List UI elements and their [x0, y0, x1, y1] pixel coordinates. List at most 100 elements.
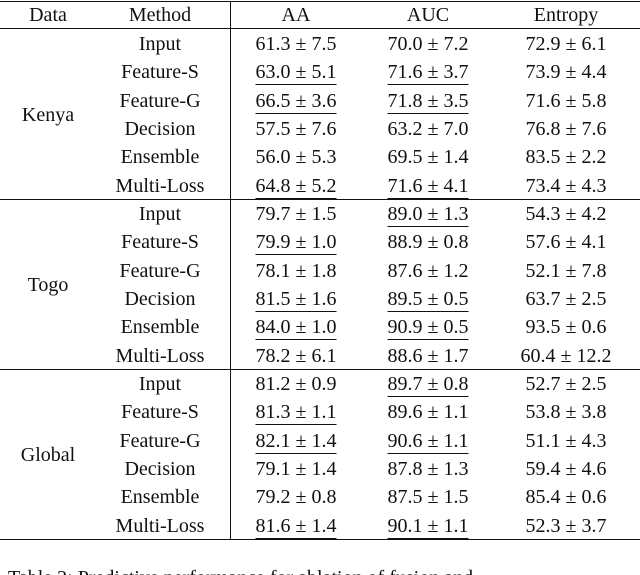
- auc-cell: 87.5 ± 1.5: [388, 487, 469, 507]
- auc-cell: 71.8 ± 3.5: [387, 89, 469, 114]
- method-cell-text: Feature-G: [119, 89, 201, 112]
- aa-cell: 78.2 ± 6.1: [256, 346, 337, 366]
- method-cell: Feature-G: [119, 91, 200, 111]
- entropy-cell: 76.8 ± 7.6: [526, 119, 607, 139]
- column-header-text: AUC: [406, 4, 450, 26]
- method-cell-text: Input: [138, 33, 182, 56]
- auc-cell-text: 88.9 ± 0.8: [387, 231, 469, 254]
- data-label-text: Global: [20, 443, 76, 466]
- auc-cell: 87.8 ± 1.3: [388, 459, 469, 479]
- auc-cell-text: 89.7 ± 0.8: [387, 373, 469, 398]
- column-header: Entropy: [534, 5, 598, 25]
- aa-cell: 78.1 ± 1.8: [256, 261, 337, 281]
- auc-cell-text: 90.6 ± 1.1: [387, 429, 469, 454]
- aa-cell-text: 79.2 ± 0.8: [255, 486, 337, 509]
- entropy-cell-text: 57.6 ± 4.1: [525, 231, 607, 254]
- aa-cell-text: 78.1 ± 1.8: [255, 259, 337, 282]
- aa-cell-text: 78.2 ± 6.1: [255, 344, 337, 367]
- aa-cell: 66.5 ± 3.6: [255, 89, 337, 114]
- aa-cell-text: 66.5 ± 3.6: [255, 89, 337, 114]
- method-cell: Decision: [124, 459, 195, 479]
- method-cell-text: Input: [138, 373, 182, 396]
- column-header: AUC: [407, 5, 449, 25]
- method-cell-text: Decision: [124, 288, 196, 311]
- entropy-cell-text: 59.4 ± 4.6: [525, 458, 607, 481]
- data-label-text: Togo: [27, 273, 69, 296]
- aa-cell-text: 82.1 ± 1.4: [255, 429, 337, 454]
- entropy-cell: 54.3 ± 4.2: [526, 204, 607, 224]
- aa-cell-text: 63.0 ± 5.1: [255, 61, 337, 86]
- method-cell: Feature-S: [121, 62, 199, 82]
- aa-cell-text: 79.7 ± 1.5: [255, 203, 337, 226]
- auc-cell-text: 88.6 ± 1.7: [387, 344, 469, 367]
- entropy-cell-text: 53.8 ± 3.8: [525, 401, 607, 424]
- entropy-cell: 85.4 ± 0.6: [526, 487, 607, 507]
- aa-cell-text: 56.0 ± 5.3: [255, 146, 337, 169]
- entropy-cell: 73.9 ± 4.4: [526, 62, 607, 82]
- entropy-cell-text: 93.5 ± 0.6: [525, 316, 607, 339]
- aa-cell: 57.5 ± 7.6: [256, 119, 337, 139]
- aa-cell-text: 81.6 ± 1.4: [255, 514, 337, 539]
- group-rule: [0, 199, 640, 200]
- method-cell: Multi-Loss: [116, 346, 205, 366]
- data-label: Togo: [28, 275, 69, 295]
- entropy-cell-text: 52.7 ± 2.5: [525, 373, 607, 396]
- entropy-cell: 52.3 ± 3.7: [526, 516, 607, 536]
- aa-cell-text: 64.8 ± 5.2: [255, 174, 337, 199]
- entropy-cell-text: 73.9 ± 4.4: [525, 61, 607, 84]
- entropy-cell: 53.8 ± 3.8: [526, 402, 607, 422]
- entropy-cell-text: 76.8 ± 7.6: [525, 118, 607, 141]
- auc-cell: 89.6 ± 1.1: [388, 402, 469, 422]
- auc-cell-text: 71.6 ± 3.7: [387, 61, 469, 86]
- auc-cell-text: 87.5 ± 1.5: [387, 486, 469, 509]
- entropy-cell-text: 60.4 ± 12.2: [520, 344, 612, 367]
- method-cell: Feature-S: [121, 402, 199, 422]
- method-cell: Ensemble: [121, 487, 200, 507]
- entropy-cell: 59.4 ± 4.6: [526, 459, 607, 479]
- entropy-cell-text: 73.4 ± 4.3: [525, 174, 607, 197]
- aa-cell: 56.0 ± 5.3: [256, 147, 337, 167]
- auc-cell: 87.6 ± 1.2: [388, 261, 469, 281]
- method-cell: Decision: [124, 119, 195, 139]
- auc-cell-text: 71.8 ± 3.5: [387, 89, 469, 114]
- aa-cell: 61.3 ± 7.5: [256, 34, 337, 54]
- aa-cell-text: 57.5 ± 7.6: [255, 118, 337, 141]
- method-cell: Multi-Loss: [116, 516, 205, 536]
- aa-cell-text: 84.0 ± 1.0: [255, 316, 337, 341]
- aa-cell: 79.1 ± 1.4: [256, 459, 337, 479]
- method-cell-text: Feature-S: [121, 401, 199, 424]
- aa-cell: 64.8 ± 5.2: [255, 174, 337, 199]
- aa-cell: 81.2 ± 0.9: [256, 374, 337, 394]
- entropy-cell: 93.5 ± 0.6: [526, 317, 607, 337]
- auc-cell-text: 89.6 ± 1.1: [387, 401, 469, 424]
- entropy-cell: 63.7 ± 2.5: [526, 289, 607, 309]
- caption-text: Table 2: Predictive performance for abla…: [8, 567, 473, 575]
- column-header: Data: [29, 5, 67, 25]
- column-header-text: Data: [29, 4, 67, 26]
- method-cell-text: Feature-G: [119, 429, 201, 452]
- entropy-cell-text: 52.3 ± 3.7: [525, 514, 607, 537]
- data-label-text: Kenya: [21, 103, 75, 126]
- method-cell-text: Multi-Loss: [115, 174, 205, 197]
- column-header-text: AA: [281, 4, 311, 26]
- auc-cell: 88.9 ± 0.8: [388, 232, 469, 252]
- method-cell: Multi-Loss: [116, 176, 205, 196]
- entropy-cell-text: 52.1 ± 7.8: [525, 259, 607, 282]
- method-cell-text: Ensemble: [120, 146, 200, 169]
- method-cell-text: Decision: [124, 458, 196, 481]
- method-cell: Feature-S: [121, 232, 199, 252]
- entropy-cell: 51.1 ± 4.3: [526, 431, 607, 451]
- method-cell-text: Feature-G: [119, 259, 201, 282]
- column-header-text: Entropy: [533, 4, 599, 26]
- auc-cell: 69.5 ± 1.4: [388, 147, 469, 167]
- data-label: Global: [21, 445, 75, 465]
- method-cell: Input: [139, 34, 181, 54]
- aa-cell-text: 79.9 ± 1.0: [255, 231, 337, 256]
- aa-cell: 82.1 ± 1.4: [255, 429, 337, 454]
- aa-cell: 84.0 ± 1.0: [255, 316, 337, 341]
- entropy-cell: 72.9 ± 6.1: [526, 34, 607, 54]
- entropy-cell: 60.4 ± 12.2: [521, 346, 612, 366]
- entropy-cell: 83.5 ± 2.2: [526, 147, 607, 167]
- auc-cell-text: 89.0 ± 1.3: [387, 203, 469, 228]
